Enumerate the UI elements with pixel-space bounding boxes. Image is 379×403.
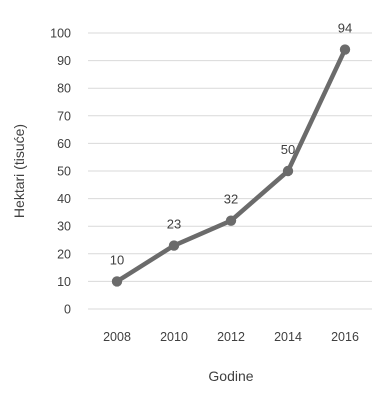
y-axis-title: Hektari (tisuće)	[11, 124, 27, 218]
data-label: 94	[338, 21, 352, 36]
x-tick-label: 2014	[274, 330, 302, 344]
y-axis-tick-labels: 0 10 20 30 40 50 60 70 80 90 100	[50, 27, 71, 317]
data-point	[111, 276, 123, 287]
x-tick-label: 2010	[160, 330, 188, 344]
gridlines	[88, 32, 372, 310]
data-point	[225, 215, 237, 226]
series-line	[114, 47, 348, 284]
data-labels: 10 23 32 50 94	[110, 21, 352, 268]
x-axis-title: Godine	[208, 368, 253, 384]
data-label: 10	[110, 252, 124, 267]
data-label: 32	[224, 192, 238, 207]
y-tick-label: 30	[57, 220, 71, 234]
y-tick-label: 20	[57, 247, 71, 261]
y-tick-label: 40	[57, 192, 71, 206]
x-tick-label: 2008	[103, 330, 131, 344]
y-tick-label: 10	[57, 275, 71, 289]
data-point	[339, 44, 351, 55]
x-tick-label: 2012	[217, 330, 245, 344]
x-axis-tick-labels: 2008 2010 2012 2014 2016	[103, 330, 359, 344]
x-tick-label: 2016	[331, 330, 359, 344]
y-tick-label: 60	[57, 137, 71, 151]
data-label: 23	[167, 217, 181, 232]
series-line-group	[111, 44, 351, 287]
data-point	[168, 240, 180, 251]
y-tick-label: 90	[57, 54, 71, 68]
data-point	[282, 165, 294, 177]
y-tick-label: 70	[57, 109, 71, 123]
y-tick-label: 50	[57, 165, 71, 179]
y-tick-label: 100	[50, 27, 71, 41]
y-tick-label: 0	[64, 303, 71, 317]
y-tick-label: 80	[57, 82, 71, 96]
data-label: 50	[281, 142, 295, 157]
